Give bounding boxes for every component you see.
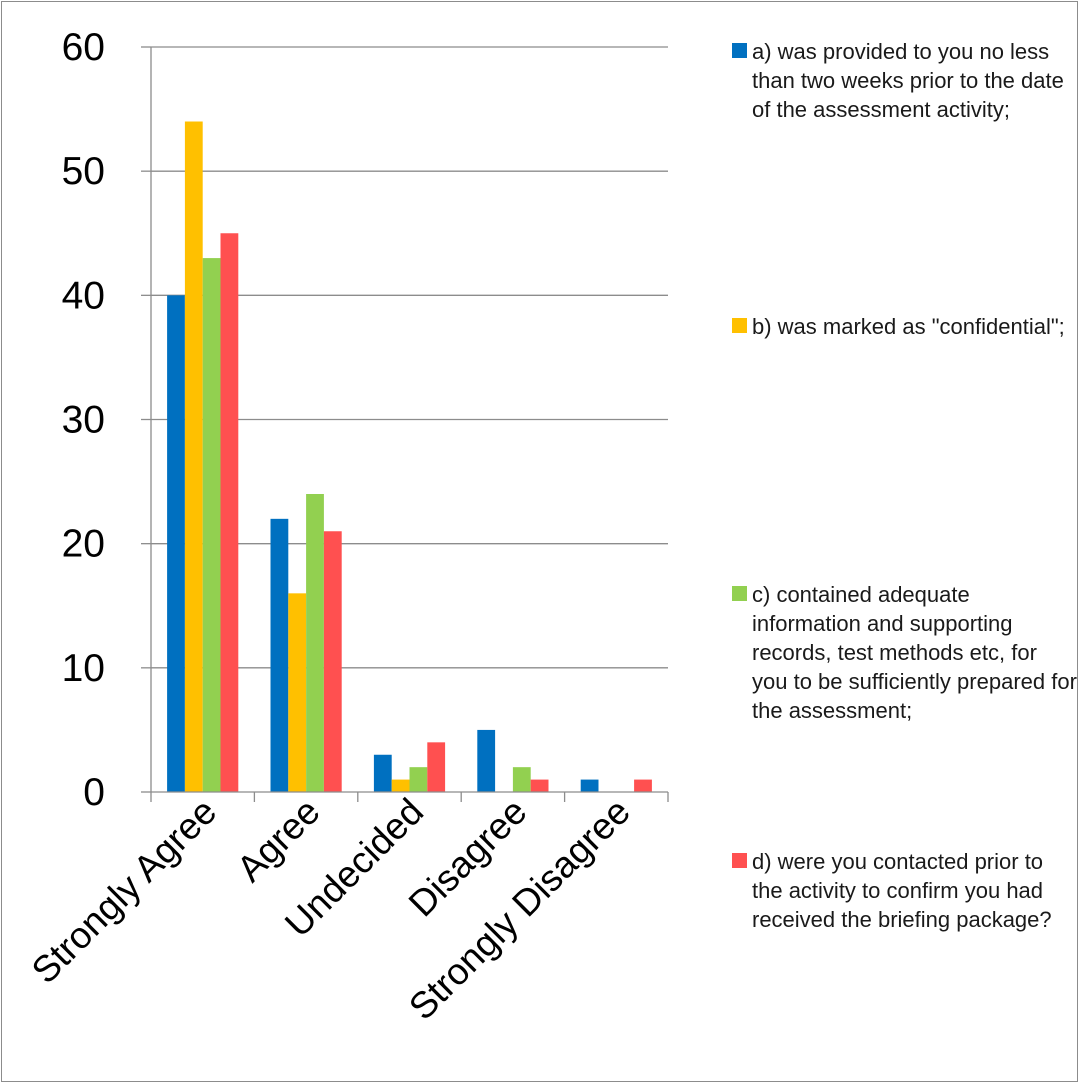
legend-label-a: a) was provided to you no less than two …: [752, 39, 1064, 122]
bar-0-1: [270, 518, 289, 792]
bars: [167, 121, 652, 792]
y-tick-label-10: 10: [62, 647, 105, 690]
bar-3-3: [530, 779, 549, 792]
legend-swatch-a: [732, 43, 747, 58]
x-tick-labels: Strongly Agree AgreeUndecidedDisagreeStro…: [24, 791, 638, 1028]
y-tick-label-0: 0: [83, 771, 105, 814]
legend-swatch-c: [732, 586, 747, 601]
bar-3-2: [427, 742, 446, 792]
x-tick-label-1: Agree: [229, 791, 328, 890]
legend-label-d: d) were you contacted prior to the activ…: [752, 849, 1052, 932]
y-tick-label-60: 60: [62, 26, 105, 69]
bar-0-4: [580, 779, 599, 792]
bar-1-0: [184, 121, 203, 792]
y-tick-label-20: 20: [62, 523, 105, 566]
bar-2-2: [409, 767, 428, 792]
bar-1-2: [391, 779, 410, 792]
y-tick-label-30: 30: [62, 399, 105, 442]
y-tick-labels: 0 10 20 30 40 50 60: [62, 26, 105, 814]
bar-2-1: [306, 494, 324, 792]
legend-label-b: b) was marked as "confidential";: [752, 314, 1065, 339]
bar-2-3: [512, 767, 531, 792]
x-tick-label-0: Strongly Agree: [24, 791, 225, 992]
bar-3-4: [634, 779, 652, 792]
legend-swatch-b: [732, 318, 747, 333]
axes: [141, 46, 669, 802]
bar-3-0: [220, 233, 239, 792]
legend: a) was provided to you no less than two …: [732, 0, 1077, 1000]
bar-3-1: [323, 531, 342, 792]
y-tick-label-50: 50: [62, 150, 105, 193]
bar-2-0: [202, 258, 221, 792]
legend-label-c: c) contained adequate information and su…: [752, 582, 1077, 723]
bar-0-2: [373, 754, 392, 792]
bar-0-3: [477, 729, 496, 792]
y-tick-label-40: 40: [62, 274, 105, 317]
legend-swatch-d: [732, 853, 747, 868]
bar-0-0: [167, 295, 185, 792]
bar-1-1: [288, 593, 307, 792]
